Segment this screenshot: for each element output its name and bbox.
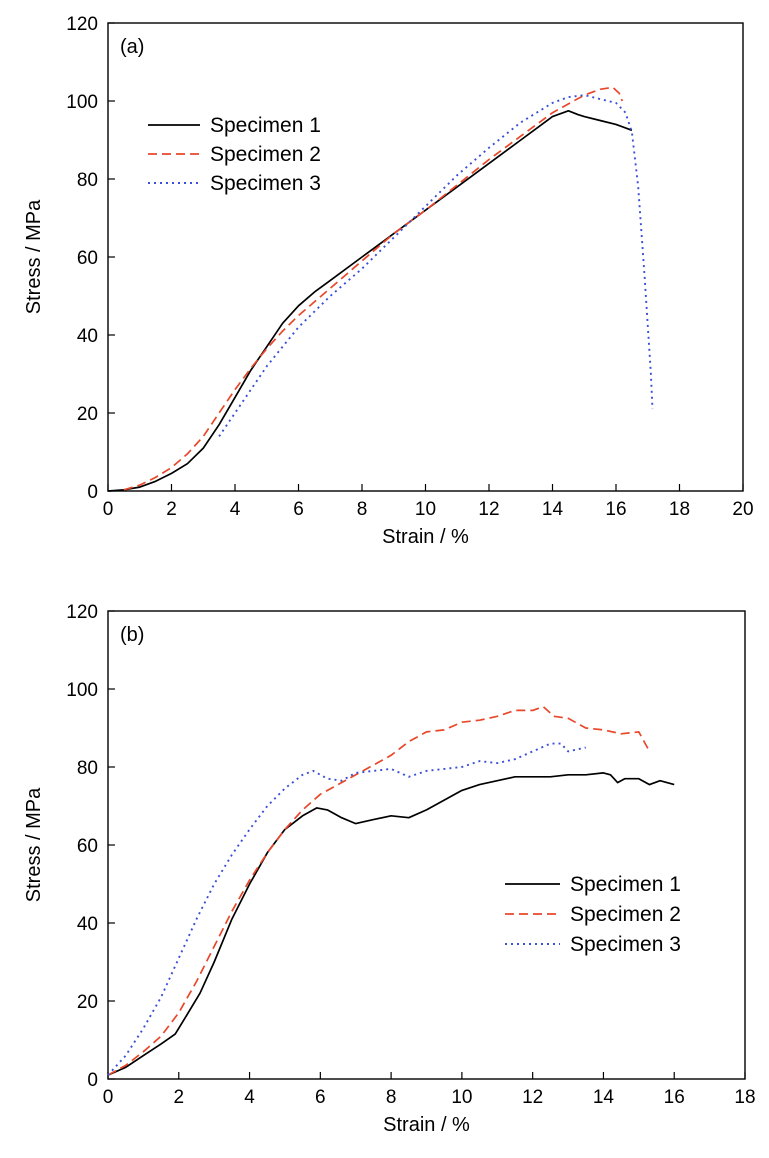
y-tick-label: 80 bbox=[77, 170, 98, 191]
legend-label-specimen-1: Specimen 1 bbox=[210, 114, 321, 137]
x-tick-label: 0 bbox=[103, 499, 114, 520]
y-tick-label: 40 bbox=[77, 326, 98, 347]
y-tick-label: 100 bbox=[66, 680, 98, 701]
y-axis-title: Stress / MPa bbox=[23, 199, 45, 314]
x-tick-label: 12 bbox=[522, 1087, 543, 1108]
y-tick-label: 0 bbox=[87, 482, 98, 503]
legend-label-specimen-3: Specimen 3 bbox=[210, 172, 321, 195]
y-tick-label: 20 bbox=[77, 404, 98, 425]
x-tick-label: 16 bbox=[605, 499, 626, 520]
x-tick-label: 16 bbox=[664, 1087, 685, 1108]
series-line-specimen-2 bbox=[123, 86, 624, 491]
y-tick-label: 40 bbox=[77, 914, 98, 935]
x-tick-label: 6 bbox=[293, 499, 304, 520]
plot-frame bbox=[107, 610, 746, 1080]
x-tick-label: 18 bbox=[669, 499, 690, 520]
y-tick-label: 100 bbox=[66, 92, 98, 113]
x-tick-label: 8 bbox=[357, 499, 368, 520]
panel-label: (a) bbox=[120, 36, 144, 58]
x-tick-label: 2 bbox=[166, 499, 177, 520]
plot-frame bbox=[107, 22, 744, 492]
y-tick-label: 20 bbox=[77, 992, 98, 1013]
legend-label-specimen-2: Specimen 2 bbox=[210, 143, 321, 166]
y-tick-label: 120 bbox=[66, 602, 98, 623]
x-tick-label: 20 bbox=[732, 499, 753, 520]
x-tick-label: 10 bbox=[415, 499, 436, 520]
y-tick-label: 80 bbox=[77, 758, 98, 779]
series-line-specimen-2 bbox=[107, 705, 651, 1076]
y-tick-label: 0 bbox=[87, 1070, 98, 1091]
x-tick-label: 4 bbox=[230, 499, 241, 520]
series-line-specimen-1 bbox=[107, 772, 675, 1076]
x-tick-label: 0 bbox=[103, 1087, 114, 1108]
x-tick-label: 4 bbox=[244, 1087, 255, 1108]
stress-strain-chart-a: 0 2 4 6 8 10 12 14 16 18 20 0 20 40 60 80 100 120 Strain /… bbox=[23, 14, 754, 548]
x-tick-label: 6 bbox=[315, 1087, 326, 1108]
y-tick-label: 120 bbox=[66, 14, 98, 35]
series-line-specimen-3 bbox=[218, 94, 654, 437]
stress-strain-chart-b: 0 2 4 6 8 10 12 14 16 18 0 20 40 60 80 100 120 Strain / %… bbox=[23, 602, 756, 1136]
x-tick-label: 10 bbox=[451, 1087, 472, 1108]
x-tick-label: 8 bbox=[386, 1087, 397, 1108]
series-line-specimen-1 bbox=[107, 109, 633, 492]
x-tick-label: 12 bbox=[478, 499, 499, 520]
x-tick-label: 2 bbox=[173, 1087, 184, 1108]
x-tick-label: 14 bbox=[593, 1087, 615, 1108]
x-axis-title: Strain / % bbox=[382, 526, 469, 548]
legend-label-specimen-1: Specimen 1 bbox=[570, 873, 681, 896]
x-tick-label: 18 bbox=[734, 1087, 755, 1108]
x-tick-label: 14 bbox=[542, 499, 564, 520]
panel-label: (b) bbox=[120, 624, 144, 646]
legend-label-specimen-3: Specimen 3 bbox=[570, 933, 681, 956]
y-tick-label: 60 bbox=[77, 248, 98, 269]
x-axis-title: Strain / % bbox=[383, 1114, 470, 1136]
legend-label-specimen-2: Specimen 2 bbox=[570, 903, 681, 926]
y-tick-label: 60 bbox=[77, 836, 98, 857]
y-axis-title: Stress / MPa bbox=[23, 787, 45, 902]
